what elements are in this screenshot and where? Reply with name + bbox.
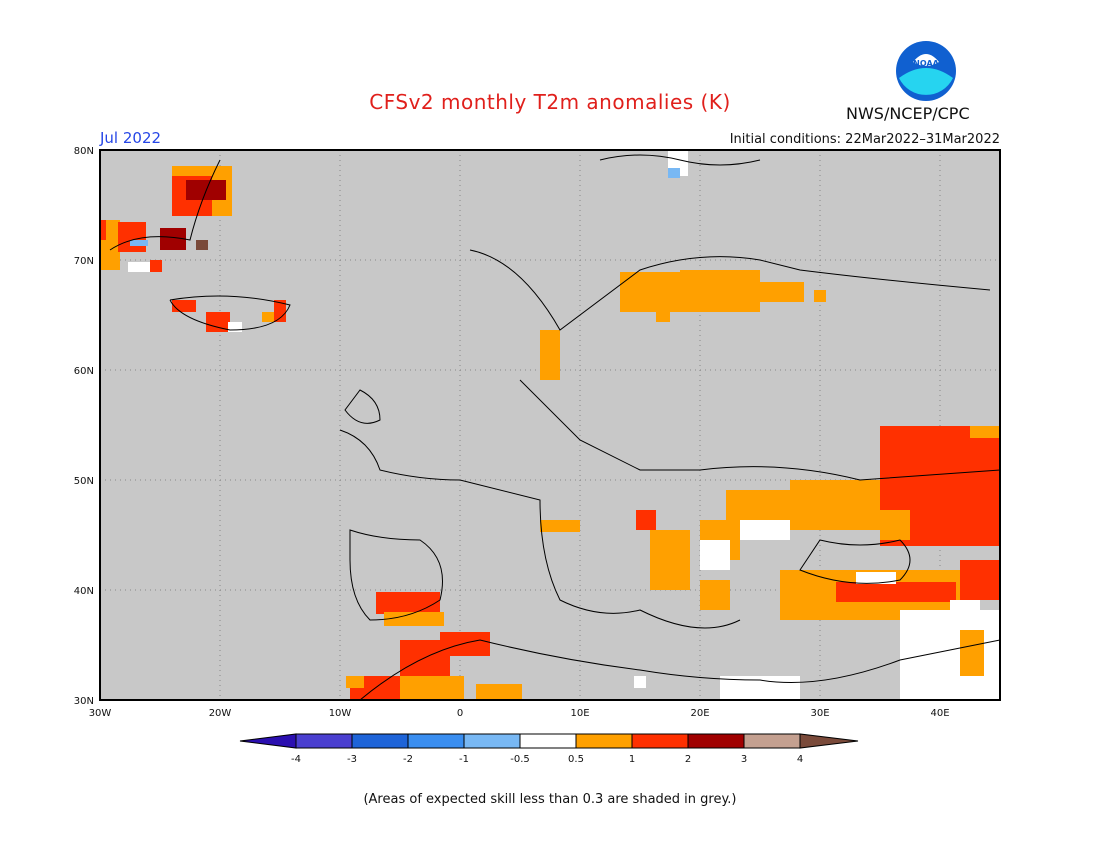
latitude-labels: 80N 70N 60N 50N 40N 30N: [74, 146, 94, 707]
map-frame: [99, 149, 1001, 701]
colorbar-swatch: [351, 733, 409, 749]
lon-label: 0: [457, 708, 463, 719]
colorbar-label: 2: [685, 754, 691, 765]
colorbar-swatch: [463, 733, 521, 749]
colorbar-swatch: [295, 733, 353, 749]
longitude-labels: 30W 20W 10W 0 10E 20E 30E 40E: [89, 708, 950, 719]
lat-label: 60N: [74, 366, 94, 377]
colorbar-label: -4: [291, 754, 301, 765]
initial-conditions: Initial conditions: 22Mar2022–31Mar2022: [729, 132, 1000, 147]
lon-label: 30W: [89, 708, 112, 719]
colorbar-swatch: [687, 733, 745, 749]
lon-label: 20W: [209, 708, 232, 719]
colorbar-swatch: [743, 733, 801, 749]
noaa-logo: NOAA: [895, 40, 957, 106]
lon-label: 20E: [690, 708, 709, 719]
lat-label: 50N: [74, 476, 94, 487]
coastlines: [109, 154, 1001, 701]
colorbar-end-high: [799, 733, 859, 749]
lon-label: 30E: [810, 708, 829, 719]
footnote: (Areas of expected skill less than 0.3 a…: [363, 792, 737, 807]
colorbar-swatch: [407, 733, 465, 749]
agency-label: NWS/NCEP/CPC: [846, 104, 970, 123]
colorbar-label: 0.5: [568, 754, 584, 765]
colorbar-swatch: [631, 733, 689, 749]
noaa-logo-text: NOAA: [913, 59, 939, 68]
colorbar-label: 1: [629, 754, 635, 765]
colorbar-label: 3: [741, 754, 747, 765]
colorbar-swatch: [519, 733, 577, 749]
colorbar-label: -1: [459, 754, 469, 765]
lat-label: 40N: [74, 586, 94, 597]
colorbar-label: -0.5: [510, 754, 530, 765]
colorbar-label: -3: [347, 754, 357, 765]
lon-label: 10E: [570, 708, 589, 719]
colorbar-end-low: [239, 733, 297, 749]
anomaly-map: 80N 70N 60N 50N 40N 30N 30W 20W 10W 0 10…: [74, 146, 1001, 765]
map-title: CFSv2 monthly T2m anomalies (K): [369, 90, 731, 114]
colorbar-swatch: [575, 733, 633, 749]
lat-label: 30N: [74, 696, 94, 707]
colorbar-label: 4: [797, 754, 803, 765]
forecast-month: Jul 2022: [100, 129, 162, 147]
lon-label: 40E: [930, 708, 949, 719]
lat-label: 80N: [74, 146, 94, 157]
lon-label: 10W: [329, 708, 352, 719]
colorbar-label: -2: [403, 754, 413, 765]
lat-label: 70N: [74, 256, 94, 267]
colorbar: -4 -3 -2 -1 -0.5 0.5 1 2 3 4: [239, 733, 859, 765]
